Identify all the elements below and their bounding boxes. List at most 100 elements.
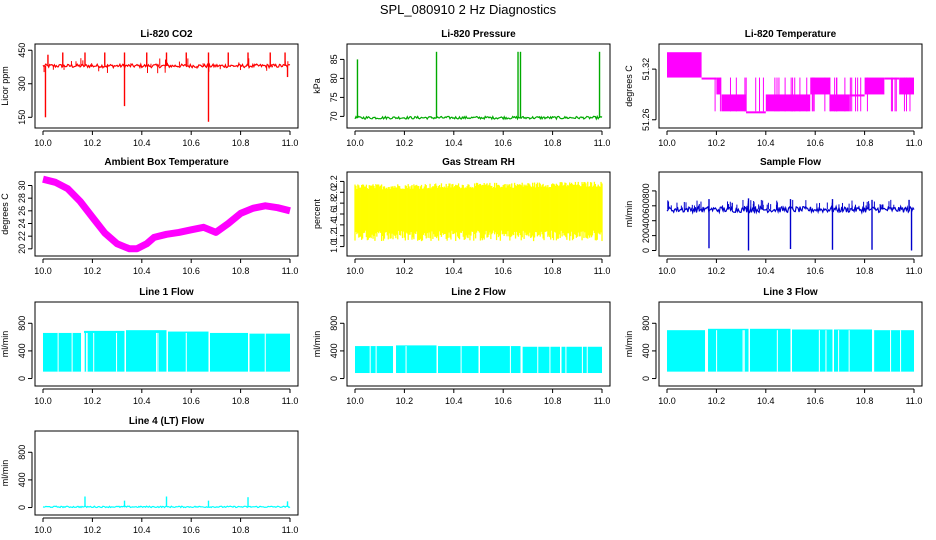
chart-title: Line 4 (LT) Flow	[129, 416, 205, 427]
y-tick-label: 800	[17, 316, 27, 331]
y-axis-label: kPa	[312, 78, 322, 94]
x-tick-label: 11.0	[906, 138, 923, 148]
x-tick-label: 10.2	[84, 266, 102, 276]
x-tick-label: 10.4	[757, 266, 775, 276]
y-tick-label: 85	[329, 54, 339, 64]
x-tick-label: 10.4	[133, 396, 151, 406]
flow-block	[355, 346, 394, 374]
y-tick-label: 75	[329, 92, 339, 102]
y-tick-label: 200	[641, 228, 651, 243]
data-layer	[666, 198, 915, 251]
x-tick-label: 11.0	[282, 266, 299, 276]
level-block	[746, 111, 766, 114]
flow-block	[873, 330, 914, 372]
flow-block	[521, 346, 561, 374]
x-tick-label: 10.4	[445, 266, 463, 276]
y-tick-label: 0	[17, 505, 27, 510]
x-tick-label: 10.2	[396, 266, 414, 276]
plot-frame	[34, 43, 299, 129]
x-tick-label: 11.0	[282, 138, 299, 148]
x-tick-label: 10.0	[34, 525, 52, 535]
x-tick-label: 10.6	[494, 138, 512, 148]
x-tick-label: 10.0	[658, 396, 676, 406]
y-tick-label: 1.2	[329, 229, 339, 242]
level-block	[667, 52, 702, 78]
y-tick-label: 400	[641, 213, 651, 228]
data-layer	[354, 51, 603, 121]
level-block	[830, 94, 850, 112]
x-tick-label: 10.8	[544, 396, 562, 406]
chart-panel-line3: Line 3 Flow ml/min 10.0 10.2 10.4 10.6 10.8 11.…	[624, 287, 923, 406]
y-tick-label: 28	[17, 193, 27, 203]
flow-block	[168, 331, 209, 372]
y-axis-label: degrees C	[624, 65, 634, 107]
chart-panel-line2: Line 2 Flow ml/min 10.0 10.2 10.4 10.6 10.8 11.…	[312, 287, 611, 406]
y-tick-label: 1.0	[329, 240, 339, 253]
x-tick-label: 10.0	[346, 138, 364, 148]
x-tick-label: 10.2	[396, 396, 414, 406]
x-tick-label: 10.6	[806, 396, 824, 406]
x-tick-label: 10.0	[658, 266, 676, 276]
y-tick-label: 26	[17, 206, 27, 216]
x-tick-label: 10.4	[757, 396, 775, 406]
chart-title: Gas Stream RH	[442, 157, 515, 168]
y-tick-label: 2.2	[329, 175, 339, 188]
data-layer	[43, 330, 290, 372]
flow-block	[561, 346, 602, 374]
page-title: SPL_080910 2 Hz Diagnostics	[379, 2, 557, 17]
x-tick-label: 10.8	[232, 396, 250, 406]
chart-panel-ambient: Ambient Box Temperature degrees C 10.0 10.2…	[0, 157, 299, 276]
y-tick-label: 30	[17, 180, 27, 190]
y-tick-label: 0	[329, 376, 339, 381]
y-axis-label: ml/min	[624, 331, 634, 358]
y-tick-label: 51.26	[641, 109, 651, 132]
y-tick-label: 400	[17, 472, 27, 487]
x-tick-label: 10.8	[232, 525, 250, 535]
y-axis-label: ml/min	[312, 331, 322, 358]
y-axis-label: ml/min	[0, 460, 10, 487]
x-tick-label: 10.6	[806, 138, 824, 148]
y-tick-label: 400	[329, 343, 339, 358]
x-tick-label: 10.0	[34, 396, 52, 406]
y-tick-label: 0	[641, 376, 651, 381]
series-line	[42, 175, 291, 253]
plot-frame	[658, 43, 923, 129]
data-layer	[355, 345, 602, 374]
x-tick-label: 10.2	[708, 396, 726, 406]
x-tick-label: 11.0	[906, 396, 923, 406]
y-tick-label: 0	[641, 248, 651, 253]
chart-panel-sample: Sample Flow ml/min 10.0 10.2 10.4 10.6 10.8 11.…	[624, 157, 923, 276]
plot-frame	[34, 301, 299, 387]
plot-frame	[34, 430, 299, 516]
chart-title: Line 1 Flow	[139, 287, 194, 298]
x-tick-label: 10.6	[182, 525, 200, 535]
chart-title: Line 2 Flow	[451, 287, 506, 298]
x-tick-label: 11.0	[282, 396, 299, 406]
chart-panel-line4: Line 4 (LT) Flow ml/min 10.0 10.2 10.4 10.6 10…	[0, 416, 299, 535]
x-tick-label: 10.2	[84, 396, 102, 406]
x-tick-label: 11.0	[594, 266, 611, 276]
y-tick-label: 20	[17, 244, 27, 254]
flow-block	[708, 328, 749, 372]
y-tick-label: 600	[641, 198, 651, 213]
x-tick-label: 10.8	[544, 266, 562, 276]
y-tick-label: 80	[329, 73, 339, 83]
x-tick-label: 10.6	[182, 138, 200, 148]
x-tick-label: 10.2	[396, 138, 414, 148]
y-tick-label: 22	[17, 231, 27, 241]
y-axis-label: Licor ppm	[0, 66, 10, 106]
chart-panel-rh: Gas Stream RH percent 10.0 10.2 10.4 10.6 10.8…	[312, 157, 611, 276]
y-tick-label: 450	[17, 43, 27, 58]
y-tick-label: 51.32	[641, 58, 651, 81]
x-tick-label: 10.8	[232, 138, 250, 148]
data-layer	[667, 52, 914, 114]
level-block	[716, 77, 722, 95]
y-axis-label: ml/min	[0, 331, 10, 358]
flow-block	[43, 332, 82, 372]
y-axis-label: degrees C	[0, 193, 10, 235]
plot-frame	[346, 171, 611, 257]
level-block	[701, 77, 717, 80]
chart-panel-temperature: Li-820 Temperature degrees C 10.0 10.2 10.4 1…	[624, 29, 923, 148]
level-block	[765, 94, 811, 112]
y-tick-label: 1.8	[329, 197, 339, 210]
